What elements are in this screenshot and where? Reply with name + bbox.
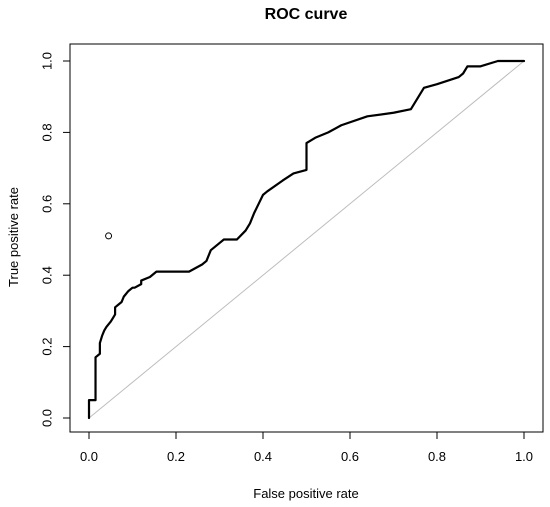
x-axis-tick-label-1: 0.2 <box>167 449 185 464</box>
y-axis-tick-label-0: 0.0 <box>39 409 54 427</box>
plot-frame <box>69 43 544 433</box>
x-axis-tick-label-3: 0.6 <box>341 449 359 464</box>
x-axis-tick-label-5: 1.0 <box>515 449 533 464</box>
x-axis-label: False positive rate <box>253 486 359 501</box>
y-axis-tick-label-4: 0.8 <box>39 123 54 141</box>
annotation-point-1 <box>105 232 113 240</box>
roc-curve-layer <box>87 59 526 420</box>
annotation-layer <box>105 232 113 240</box>
y-axis-tick-label-1: 0.2 <box>39 338 54 356</box>
y-axis: 0.0 0.2 0.4 0.6 0.8 1.0 <box>39 52 71 427</box>
x-axis-tick-label-4: 0.8 <box>428 449 446 464</box>
y-axis-label: True positive rate <box>6 187 21 287</box>
y-axis-tick-label-3: 0.6 <box>39 195 54 213</box>
diagonal-reference-layer <box>88 60 525 419</box>
roc-curve-line <box>87 59 526 420</box>
diagonal-reference-line <box>88 60 525 419</box>
x-axis: 0.0 0.2 0.4 0.6 0.8 1.0 <box>80 431 533 464</box>
x-axis-tick-label-0: 0.0 <box>80 449 98 464</box>
chart-title: ROC curve <box>265 6 348 23</box>
plot-area <box>69 43 544 433</box>
x-axis-tick-label-2: 0.4 <box>254 449 272 464</box>
y-axis-tick-label-5: 1.0 <box>39 52 54 70</box>
y-axis-tick-label-2: 0.4 <box>39 266 54 284</box>
